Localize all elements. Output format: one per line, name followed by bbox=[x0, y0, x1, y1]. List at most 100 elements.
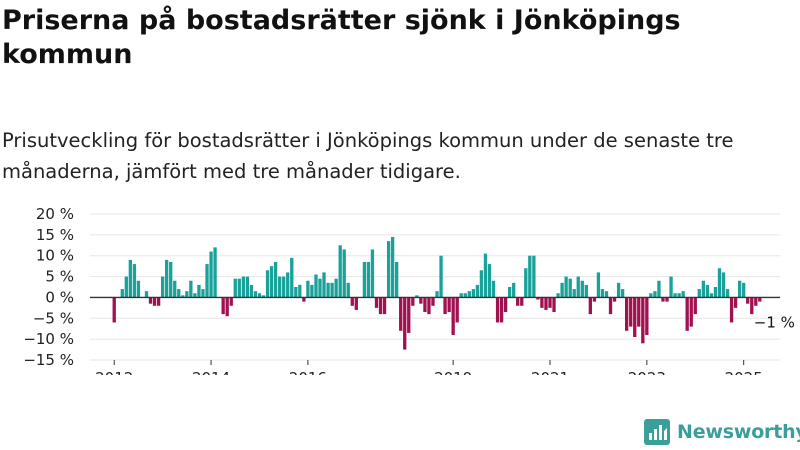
y-tick-label: −5 % bbox=[33, 309, 74, 327]
bar bbox=[633, 297, 637, 338]
bar bbox=[661, 297, 665, 302]
bar bbox=[431, 297, 435, 306]
bar bbox=[588, 297, 592, 315]
bar bbox=[677, 293, 681, 298]
bar bbox=[177, 289, 181, 298]
bar bbox=[370, 249, 375, 298]
bar bbox=[185, 291, 189, 298]
y-axis-labels: 20 % 15 % 10 % 5 % 0 % −5 % −10 % −15 % bbox=[23, 205, 74, 369]
bar bbox=[132, 264, 137, 298]
bar bbox=[463, 293, 467, 298]
bar bbox=[604, 291, 609, 298]
bar bbox=[298, 284, 302, 298]
bar bbox=[491, 280, 496, 298]
bar bbox=[750, 297, 754, 315]
chart-subtitle: Prisutveckling för bostadsrätter i Jönkö… bbox=[2, 129, 734, 183]
bar bbox=[693, 297, 697, 315]
bar bbox=[717, 268, 722, 298]
bar bbox=[407, 297, 411, 333]
bar bbox=[520, 297, 524, 306]
bar bbox=[245, 276, 250, 298]
bar bbox=[156, 297, 161, 306]
bar bbox=[713, 287, 718, 298]
bar bbox=[758, 297, 762, 302]
last-value-label: −1 % bbox=[754, 314, 795, 332]
newsworthy-logo: Newsworthy bbox=[644, 419, 800, 445]
bar bbox=[346, 282, 350, 298]
bar bbox=[193, 293, 197, 298]
bar bbox=[653, 291, 657, 298]
bar bbox=[447, 297, 451, 313]
bar bbox=[342, 249, 346, 298]
x-axis: 2012 2014 2016 2019 2021 2023 2025 bbox=[95, 360, 763, 375]
bar bbox=[419, 297, 423, 304]
bar bbox=[576, 276, 580, 298]
bar bbox=[689, 297, 693, 327]
bar bbox=[265, 270, 270, 298]
bar bbox=[532, 255, 536, 298]
bar bbox=[645, 297, 649, 335]
bar bbox=[556, 293, 560, 298]
bar bbox=[754, 297, 758, 306]
bar bbox=[378, 297, 383, 315]
bar bbox=[443, 297, 447, 315]
bar bbox=[257, 293, 262, 298]
bar bbox=[290, 257, 294, 298]
bar bbox=[261, 295, 266, 298]
bar bbox=[544, 297, 548, 310]
bar bbox=[286, 272, 290, 298]
bar bbox=[487, 264, 492, 298]
bar bbox=[467, 291, 471, 298]
bar bbox=[294, 287, 298, 298]
bar bbox=[512, 282, 516, 298]
bar bbox=[608, 297, 613, 315]
bar bbox=[334, 278, 338, 298]
x-tick-label: 2014 bbox=[192, 369, 230, 375]
bar bbox=[625, 297, 629, 331]
bar bbox=[592, 297, 597, 302]
bar bbox=[273, 261, 278, 298]
bars bbox=[112, 236, 762, 350]
bar bbox=[181, 295, 185, 298]
bar bbox=[641, 297, 645, 344]
bar bbox=[427, 297, 431, 315]
bar bbox=[560, 282, 564, 298]
bar bbox=[548, 297, 552, 308]
bar bbox=[148, 297, 153, 304]
bar bbox=[721, 272, 726, 298]
bar bbox=[374, 297, 379, 308]
bar bbox=[209, 251, 213, 298]
bar bbox=[225, 297, 229, 317]
newsworthy-logo-icon bbox=[644, 419, 670, 445]
bar bbox=[306, 280, 310, 298]
bar bbox=[508, 287, 512, 298]
bar bbox=[516, 297, 520, 306]
bar bbox=[612, 297, 617, 302]
x-tick-label: 2023 bbox=[628, 369, 666, 375]
bar bbox=[564, 276, 568, 298]
bar bbox=[483, 253, 488, 298]
bar bbox=[229, 297, 233, 306]
bar bbox=[282, 276, 286, 298]
bar bbox=[738, 280, 742, 298]
bar bbox=[237, 278, 241, 298]
bar bbox=[386, 241, 391, 298]
bar bbox=[540, 297, 544, 308]
bar bbox=[350, 297, 354, 306]
bar bbox=[390, 236, 395, 298]
bar bbox=[366, 261, 371, 298]
bar bbox=[241, 276, 246, 298]
y-tick-label: 10 % bbox=[36, 247, 74, 265]
bar bbox=[411, 297, 415, 306]
bar bbox=[322, 272, 326, 298]
bar bbox=[310, 284, 314, 298]
bar bbox=[326, 282, 330, 298]
bar bbox=[596, 272, 601, 298]
bar bbox=[536, 297, 540, 300]
bar bbox=[152, 297, 157, 306]
bar bbox=[330, 282, 334, 298]
bar bbox=[362, 261, 367, 298]
bar bbox=[616, 282, 621, 298]
bar bbox=[620, 289, 625, 298]
bar bbox=[709, 293, 714, 298]
